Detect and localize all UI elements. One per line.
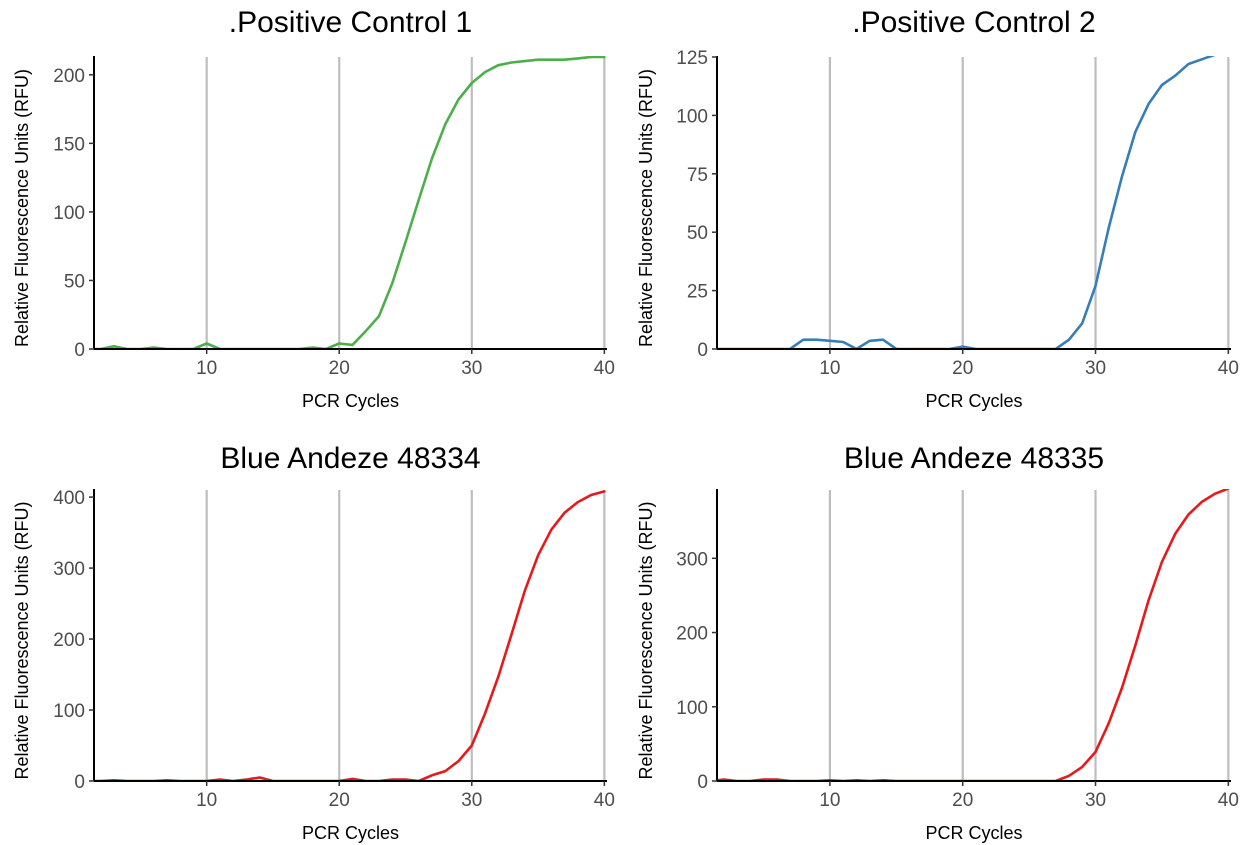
x-tick-label: 40 [594,358,615,379]
chart-panel-2: 10 20 30 40 0 25 50 75 100 125 .Positive Control 2… [636,6,1239,411]
y-tick-label: 0 [697,772,708,793]
y-tick-label: 0 [697,340,708,361]
y-tick-label: 75 [687,165,708,186]
x-axis-title: PCR Cycles [302,823,399,843]
series-line [717,56,1216,350]
x-tick-label: 30 [1085,790,1106,811]
x-tick-label: 40 [1218,790,1239,811]
y-tick-label: 200 [676,624,708,645]
y-tick-label: 100 [53,701,85,722]
y-axis-title: Relative Fluorescence Units (RFU) [12,501,32,779]
y-tick-label: 200 [53,630,85,651]
y-tick-label: 100 [53,203,85,224]
y-tick-label: 50 [64,271,85,292]
y-tick-label: 25 [687,282,708,303]
panel-title: .Positive Control 1 [229,6,472,39]
y-tick-label: 50 [687,223,708,244]
x-tick-label: 30 [1085,358,1106,379]
x-tick-label: 30 [461,790,482,811]
y-axis-title: Relative Fluorescence Units (RFU) [636,501,656,779]
x-tick-label: 20 [952,790,973,811]
x-tick-label: 10 [196,358,217,379]
x-tick-label: 40 [1218,358,1239,379]
series-line [717,489,1230,782]
y-tick-label: 0 [74,340,85,361]
y-tick-label: 150 [53,134,85,155]
panel-title: Blue Andeze 48334 [220,442,480,475]
x-tick-label: 40 [594,790,615,811]
x-tick-label: 20 [329,358,350,379]
x-tick-label: 10 [196,790,217,811]
y-axis-title: Relative Fluorescence Units (RFU) [636,69,656,347]
x-axis-title: PCR Cycles [925,391,1022,411]
x-tick-label: 30 [461,358,482,379]
series-line [94,490,606,782]
x-tick-label: 20 [329,790,350,811]
y-tick-label: 400 [53,488,85,509]
y-tick-label: 100 [676,106,708,127]
y-tick-label: 100 [676,698,708,719]
x-axis-title: PCR Cycles [925,823,1022,843]
y-tick-label: 0 [74,772,85,793]
y-tick-label: 200 [53,66,85,87]
y-tick-label: 300 [53,559,85,580]
chart-panel-4: 10 20 30 40 0 100 200 300 Blue Andeze 48335 PCR C… [636,442,1239,843]
panel-title: Blue Andeze 48335 [844,442,1104,475]
y-tick-label: 125 [676,48,708,69]
y-tick-label: 300 [676,549,708,570]
x-tick-label: 10 [819,358,840,379]
panel-title: .Positive Control 2 [852,6,1095,39]
x-tick-label: 10 [819,790,840,811]
x-axis-title: PCR Cycles [302,391,399,411]
x-tick-label: 20 [952,358,973,379]
y-axis-title: Relative Fluorescence Units (RFU) [12,69,32,347]
chart-panel-1: 10 20 30 40 0 50 100 150 200 .Positive Control 1 P… [12,6,615,411]
series-line [94,56,606,350]
